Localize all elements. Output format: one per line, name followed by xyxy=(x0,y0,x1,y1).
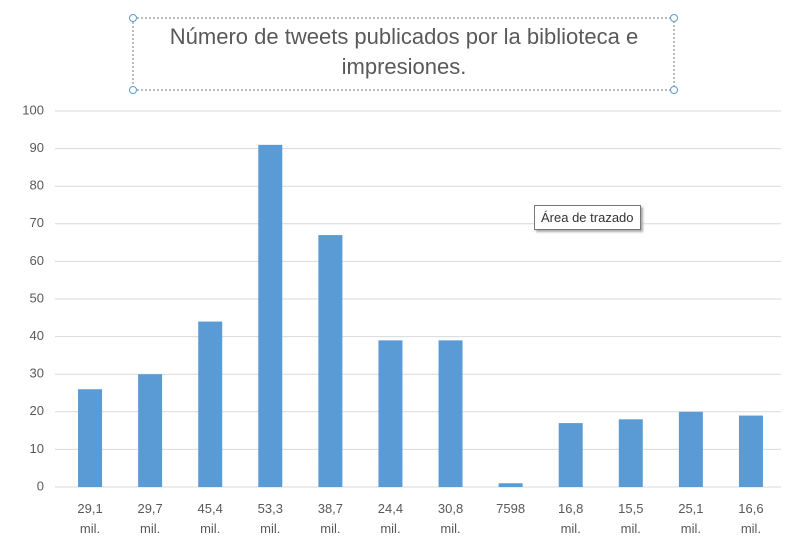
bar xyxy=(738,415,763,487)
handle[interactable] xyxy=(129,14,137,22)
y-tick-label: 80 xyxy=(30,178,44,193)
y-tick-label: 30 xyxy=(30,366,44,381)
handle[interactable] xyxy=(129,86,137,94)
y-tick-label: 90 xyxy=(30,140,44,155)
bar xyxy=(258,144,283,487)
x-tick-label: 29,7 mil. xyxy=(137,501,163,536)
x-tick-label: 53,3 mil. xyxy=(257,501,283,536)
bar xyxy=(318,235,343,487)
tooltip: Área de trazado xyxy=(534,205,641,230)
y-tick-label: 10 xyxy=(30,441,44,456)
y-tick-label: 40 xyxy=(30,328,44,343)
bar xyxy=(618,419,643,487)
bar xyxy=(378,340,403,487)
x-tick-label: 15,5 mil. xyxy=(618,501,644,536)
y-tick-label: 20 xyxy=(30,403,44,418)
y-tick-label: 100 xyxy=(22,102,44,117)
chart-title[interactable]: Número de tweets publicados por la bibli… xyxy=(169,24,639,79)
x-tick-label: 38,7 mil. xyxy=(317,501,344,536)
y-tick-label: 60 xyxy=(30,253,44,268)
x-tick-label: 30,8 mil. xyxy=(437,501,464,536)
handle[interactable] xyxy=(670,14,678,22)
bar xyxy=(678,411,703,487)
handle[interactable] xyxy=(670,86,678,94)
x-tick-label: 29,1 mil. xyxy=(77,501,103,536)
x-tick-label: 16,8 mil. xyxy=(558,501,584,536)
y-tick-label: 70 xyxy=(30,215,44,230)
bar xyxy=(558,423,583,487)
bar xyxy=(198,321,223,487)
title-frame xyxy=(132,17,675,91)
bar xyxy=(438,340,463,487)
x-tick-label: 16,6 mil. xyxy=(738,501,764,536)
bar xyxy=(78,389,103,487)
bar xyxy=(138,374,163,487)
x-tick-label: 7598 xyxy=(496,501,526,516)
bar xyxy=(498,483,523,487)
y-tick-label: 50 xyxy=(30,290,44,305)
x-tick-label: 25,1 mil. xyxy=(678,501,704,536)
x-tick-label: 24,4 mil. xyxy=(377,501,404,536)
y-tick-label: 0 xyxy=(37,478,44,493)
x-tick-label: 45,4 mil. xyxy=(197,501,223,536)
